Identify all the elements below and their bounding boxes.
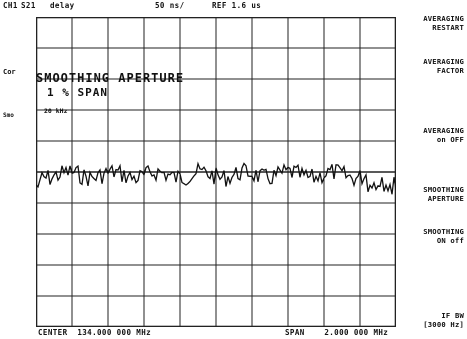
softkey-label: ON off	[436, 236, 464, 245]
parameter-label: S21	[21, 1, 36, 10]
softkey-smoothing-aperture[interactable]: SMOOTHING APERTURE	[400, 185, 464, 203]
correction-indicator: Cor	[3, 68, 16, 76]
gridlines	[36, 17, 396, 327]
smoothing-indicator: Smo	[3, 112, 14, 119]
softkey-menu: AVERAGING RESTART AVERAGING FACTOR AVERA…	[400, 0, 467, 339]
softkey-label: SMOOTHING	[423, 227, 464, 236]
active-entry-value: 1 % SPAN	[47, 86, 108, 99]
measurement-trace	[36, 161, 396, 195]
channel-label: CH1	[3, 1, 18, 10]
softkey-smoothing-toggle[interactable]: SMOOTHING ON off	[400, 227, 464, 245]
active-entry-title: SMOOTHING APERTURE	[36, 71, 185, 85]
softkey-label: IF BW	[441, 311, 464, 320]
graticule-svg	[36, 17, 396, 327]
softkey-label: AVERAGING	[423, 14, 464, 23]
softkey-label: [3000 Hz]	[423, 320, 464, 329]
softkey-label: AVERAGING	[423, 57, 464, 66]
softkey-label: RESTART	[432, 23, 464, 32]
scale-label: 50 ns/	[155, 1, 185, 10]
measurement-graticule	[36, 17, 396, 327]
softkey-label: on OFF	[436, 135, 464, 144]
softkey-label: FACTOR	[436, 66, 464, 75]
softkey-label: AVERAGING	[423, 126, 464, 135]
softkey-averaging-restart[interactable]: AVERAGING RESTART	[400, 14, 464, 32]
center-frequency-label: CENTER 134.000 000 MHz	[38, 328, 152, 337]
format-label: delay	[50, 1, 75, 10]
span-frequency-label: SPAN 2.000 000 MHz	[285, 328, 389, 337]
softkey-if-bandwidth[interactable]: IF BW [3000 Hz]	[400, 311, 464, 329]
softkey-label: SMOOTHING	[423, 185, 464, 194]
active-entry-sub: 20 kHz	[44, 107, 68, 115]
softkey-label: APERTURE	[427, 194, 464, 203]
softkey-averaging-factor[interactable]: AVERAGING FACTOR	[400, 57, 464, 75]
softkey-averaging-toggle[interactable]: AVERAGING on OFF	[400, 126, 464, 144]
reference-label: REF 1.6 us	[212, 1, 262, 10]
